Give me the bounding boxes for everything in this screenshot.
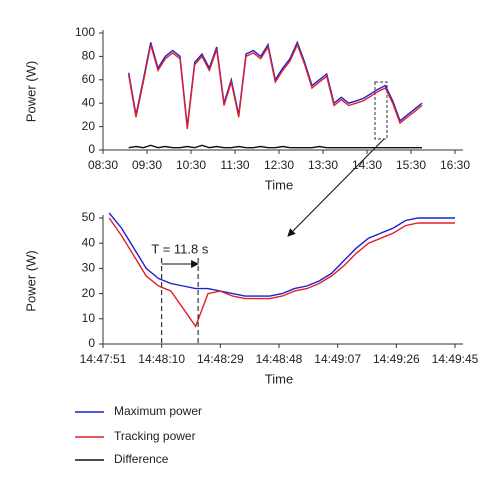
y-axis-title: Power (W) [23,61,38,122]
x-tick-label: 15:30 [396,158,426,172]
y-tick-label: 20 [82,119,96,133]
x-tick-label: 14:49:07 [314,352,361,366]
y-tick-label: 40 [82,95,96,109]
series-line [128,40,423,127]
y-axis-title: Power (W) [23,250,38,311]
y-tick-label: 40 [82,235,96,249]
y-tick-label: 0 [88,142,95,156]
x-tick-label: 14:49:26 [373,352,420,366]
annotation: T = 11.8 s [151,241,208,256]
x-tick-label: 14:48:10 [138,352,185,366]
x-tick-label: 14:30 [352,158,382,172]
y-tick-label: 30 [82,261,96,275]
zoom-box [374,81,388,140]
y-tick-label: 80 [82,49,96,63]
legend-label: Difference [114,452,169,466]
y-tick-label: 100 [75,25,95,39]
y-tick-label: 0 [88,336,95,350]
x-tick-label: 08:30 [88,158,118,172]
x-axis-title: Time [265,177,293,192]
series-line [128,42,423,129]
x-tick-label: 13:30 [308,158,338,172]
x-tick-label: 14:48:48 [256,352,303,366]
x-tick-label: 14:48:29 [197,352,244,366]
x-tick-label: 16:30 [440,158,470,172]
zoom-arrow [287,138,385,237]
series-line [108,212,455,297]
series-line [128,144,422,149]
x-tick-label: 14:49:45 [432,352,479,366]
x-tick-label: 09:30 [132,158,162,172]
y-tick-label: 20 [82,286,96,300]
y-tick-label: 10 [82,311,96,325]
x-axis-title: Time [265,371,293,386]
legend-label: Tracking power [114,429,196,443]
x-tick-label: 14:47:51 [80,352,127,366]
x-tick-label: 12:30 [264,158,294,172]
legend-label: Maximum power [114,404,202,418]
y-tick-label: 60 [82,72,96,86]
y-tick-label: 50 [82,210,96,224]
x-tick-label: 10:30 [176,158,206,172]
x-tick-label: 11:30 [220,158,249,172]
series-line [108,217,455,328]
